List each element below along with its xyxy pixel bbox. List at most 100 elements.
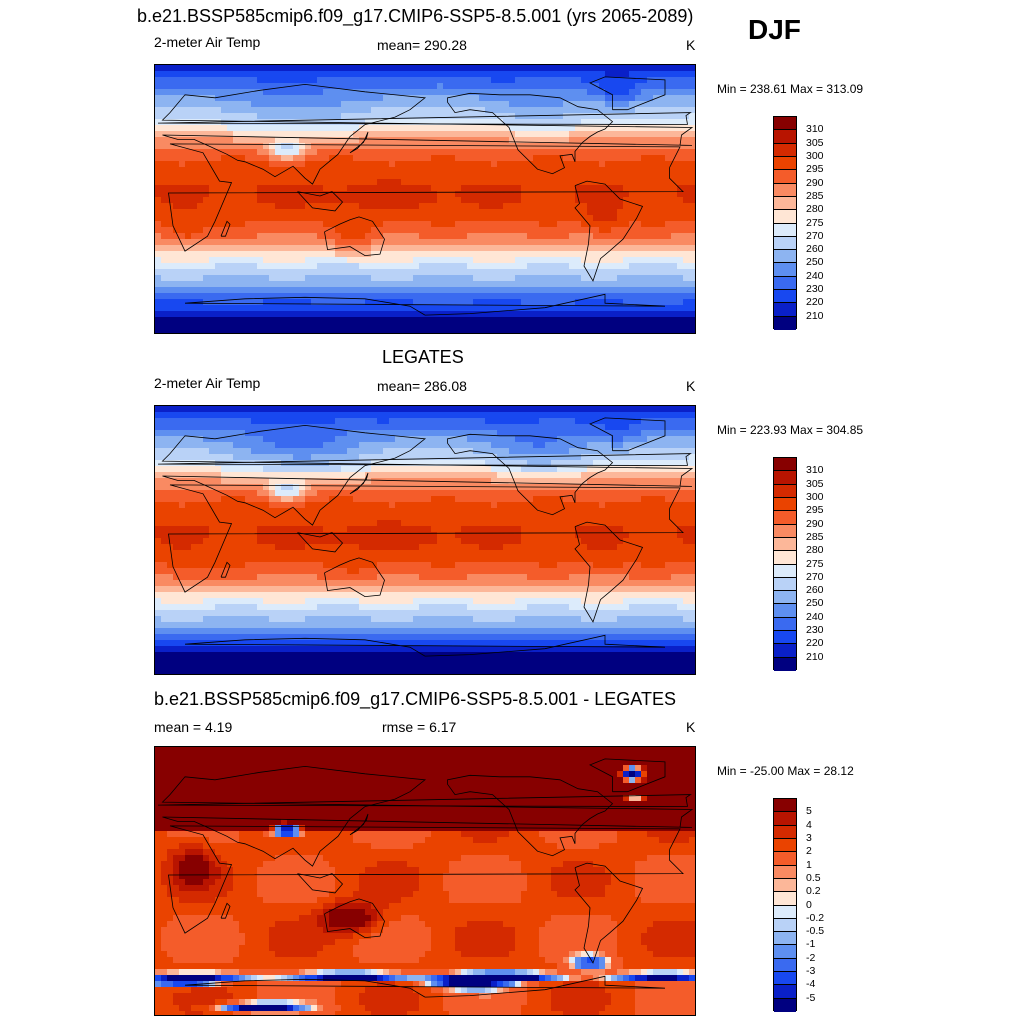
- map-field-cell: [263, 197, 270, 204]
- map-field-cell: [401, 281, 408, 288]
- map-field-cell: [425, 221, 432, 228]
- map-field-cell: [269, 454, 276, 461]
- map-field-cell: [317, 101, 324, 108]
- map-field-cell: [245, 215, 252, 222]
- map-field-cell: [689, 442, 695, 449]
- map-field-cell: [575, 281, 582, 288]
- map-field-cell: [419, 221, 426, 228]
- map-field-cell: [539, 119, 546, 126]
- map-field-cell: [269, 203, 276, 210]
- map-field-cell: [197, 251, 204, 258]
- map-field-cell: [371, 95, 378, 102]
- map-field-cell: [599, 101, 606, 108]
- map-field-cell: [353, 263, 360, 270]
- map-field-cell: [233, 113, 240, 120]
- colorbar-tick-label: 310: [806, 123, 824, 136]
- map-field-cell: [683, 143, 690, 150]
- map-field-cell: [371, 203, 378, 210]
- map-field-cell: [419, 101, 426, 108]
- map-field-cell: [275, 329, 282, 333]
- map-field-cell: [593, 430, 600, 437]
- map-field-cell: [491, 131, 498, 138]
- map-field-cell: [515, 311, 522, 318]
- map-field-cell: [623, 185, 630, 192]
- map-field-cell: [155, 299, 162, 306]
- map-field-cell: [221, 460, 228, 467]
- map-field-cell: [557, 287, 564, 294]
- map-field-cell: [677, 89, 684, 96]
- map-field-cell: [599, 95, 606, 102]
- map-field-cell: [563, 89, 570, 96]
- map-field-cell: [671, 436, 678, 443]
- map-field-cell: [239, 430, 246, 437]
- map-field-cell: [257, 239, 264, 246]
- map-field-cell: [503, 197, 510, 204]
- map-field-cell: [677, 317, 684, 324]
- map-field-cell: [509, 89, 516, 96]
- map-field-cell: [539, 329, 546, 333]
- map-field-cell: [311, 89, 318, 96]
- map-field-cell: [683, 293, 690, 300]
- map-field-cell: [215, 83, 222, 90]
- map-field-cell: [221, 77, 228, 84]
- map-field-cell: [263, 227, 270, 234]
- map-field-cell: [665, 185, 672, 192]
- map-field-cell: [503, 418, 510, 425]
- map-field-cell: [455, 460, 462, 467]
- map-field-cell: [659, 125, 666, 132]
- map-field-cell: [305, 299, 312, 306]
- map-field-cell: [383, 173, 390, 180]
- map-field-cell: [599, 448, 606, 455]
- map-field-cell: [569, 263, 576, 270]
- map-field-cell: [503, 71, 510, 78]
- map-field-cell: [629, 323, 636, 330]
- map-field-cell: [491, 251, 498, 258]
- map-field-cell: [563, 77, 570, 84]
- map-field-cell: [335, 143, 342, 150]
- map-field-cell: [389, 448, 396, 455]
- map-field-cell: [185, 227, 192, 234]
- map-field-cell: [443, 442, 450, 449]
- map-field-cell: [311, 412, 318, 419]
- map-field-cell: [281, 299, 288, 306]
- map-field-cell: [623, 269, 630, 276]
- map-field-cell: [281, 317, 288, 324]
- map-field-cell: [269, 323, 276, 330]
- map-field-cell: [395, 263, 402, 270]
- map-field-cell: [527, 173, 534, 180]
- map-field-cell: [557, 233, 564, 240]
- map-field-cell: [527, 460, 534, 467]
- map-field-cell: [203, 311, 210, 318]
- map-field-cell: [509, 167, 516, 174]
- map-field-cell: [659, 430, 666, 437]
- map-field-cell: [449, 125, 456, 132]
- map-field-cell: [161, 406, 168, 413]
- map-field-cell: [371, 418, 378, 425]
- map-field-cell: [263, 424, 270, 431]
- map-field-cell: [629, 281, 636, 288]
- map-field-cell: [215, 263, 222, 270]
- map-field-cell: [665, 221, 672, 228]
- map-field-cell: [425, 107, 432, 114]
- map-field-cell: [293, 179, 300, 186]
- map-field-cell: [593, 436, 600, 443]
- map-field-cell: [467, 221, 474, 228]
- map-field-cell: [239, 185, 246, 192]
- map-field-cell: [479, 83, 486, 90]
- map-field-cell: [509, 233, 516, 240]
- map-field-cell: [527, 119, 534, 126]
- map-field-cell: [275, 83, 282, 90]
- map-field-cell: [599, 263, 606, 270]
- map-field-cell: [473, 245, 480, 252]
- map-field-cell: [395, 65, 402, 72]
- map-field-cell: [677, 107, 684, 114]
- map-field-cell: [227, 406, 234, 413]
- map-field-cell: [551, 77, 558, 84]
- map-field-cell: [263, 454, 270, 461]
- map-field-cell: [593, 329, 600, 333]
- map-field-cell: [359, 149, 366, 156]
- map-field-cell: [521, 215, 528, 222]
- map-field-cell: [515, 245, 522, 252]
- map-field-cell: [167, 239, 174, 246]
- map-field-cell: [617, 203, 624, 210]
